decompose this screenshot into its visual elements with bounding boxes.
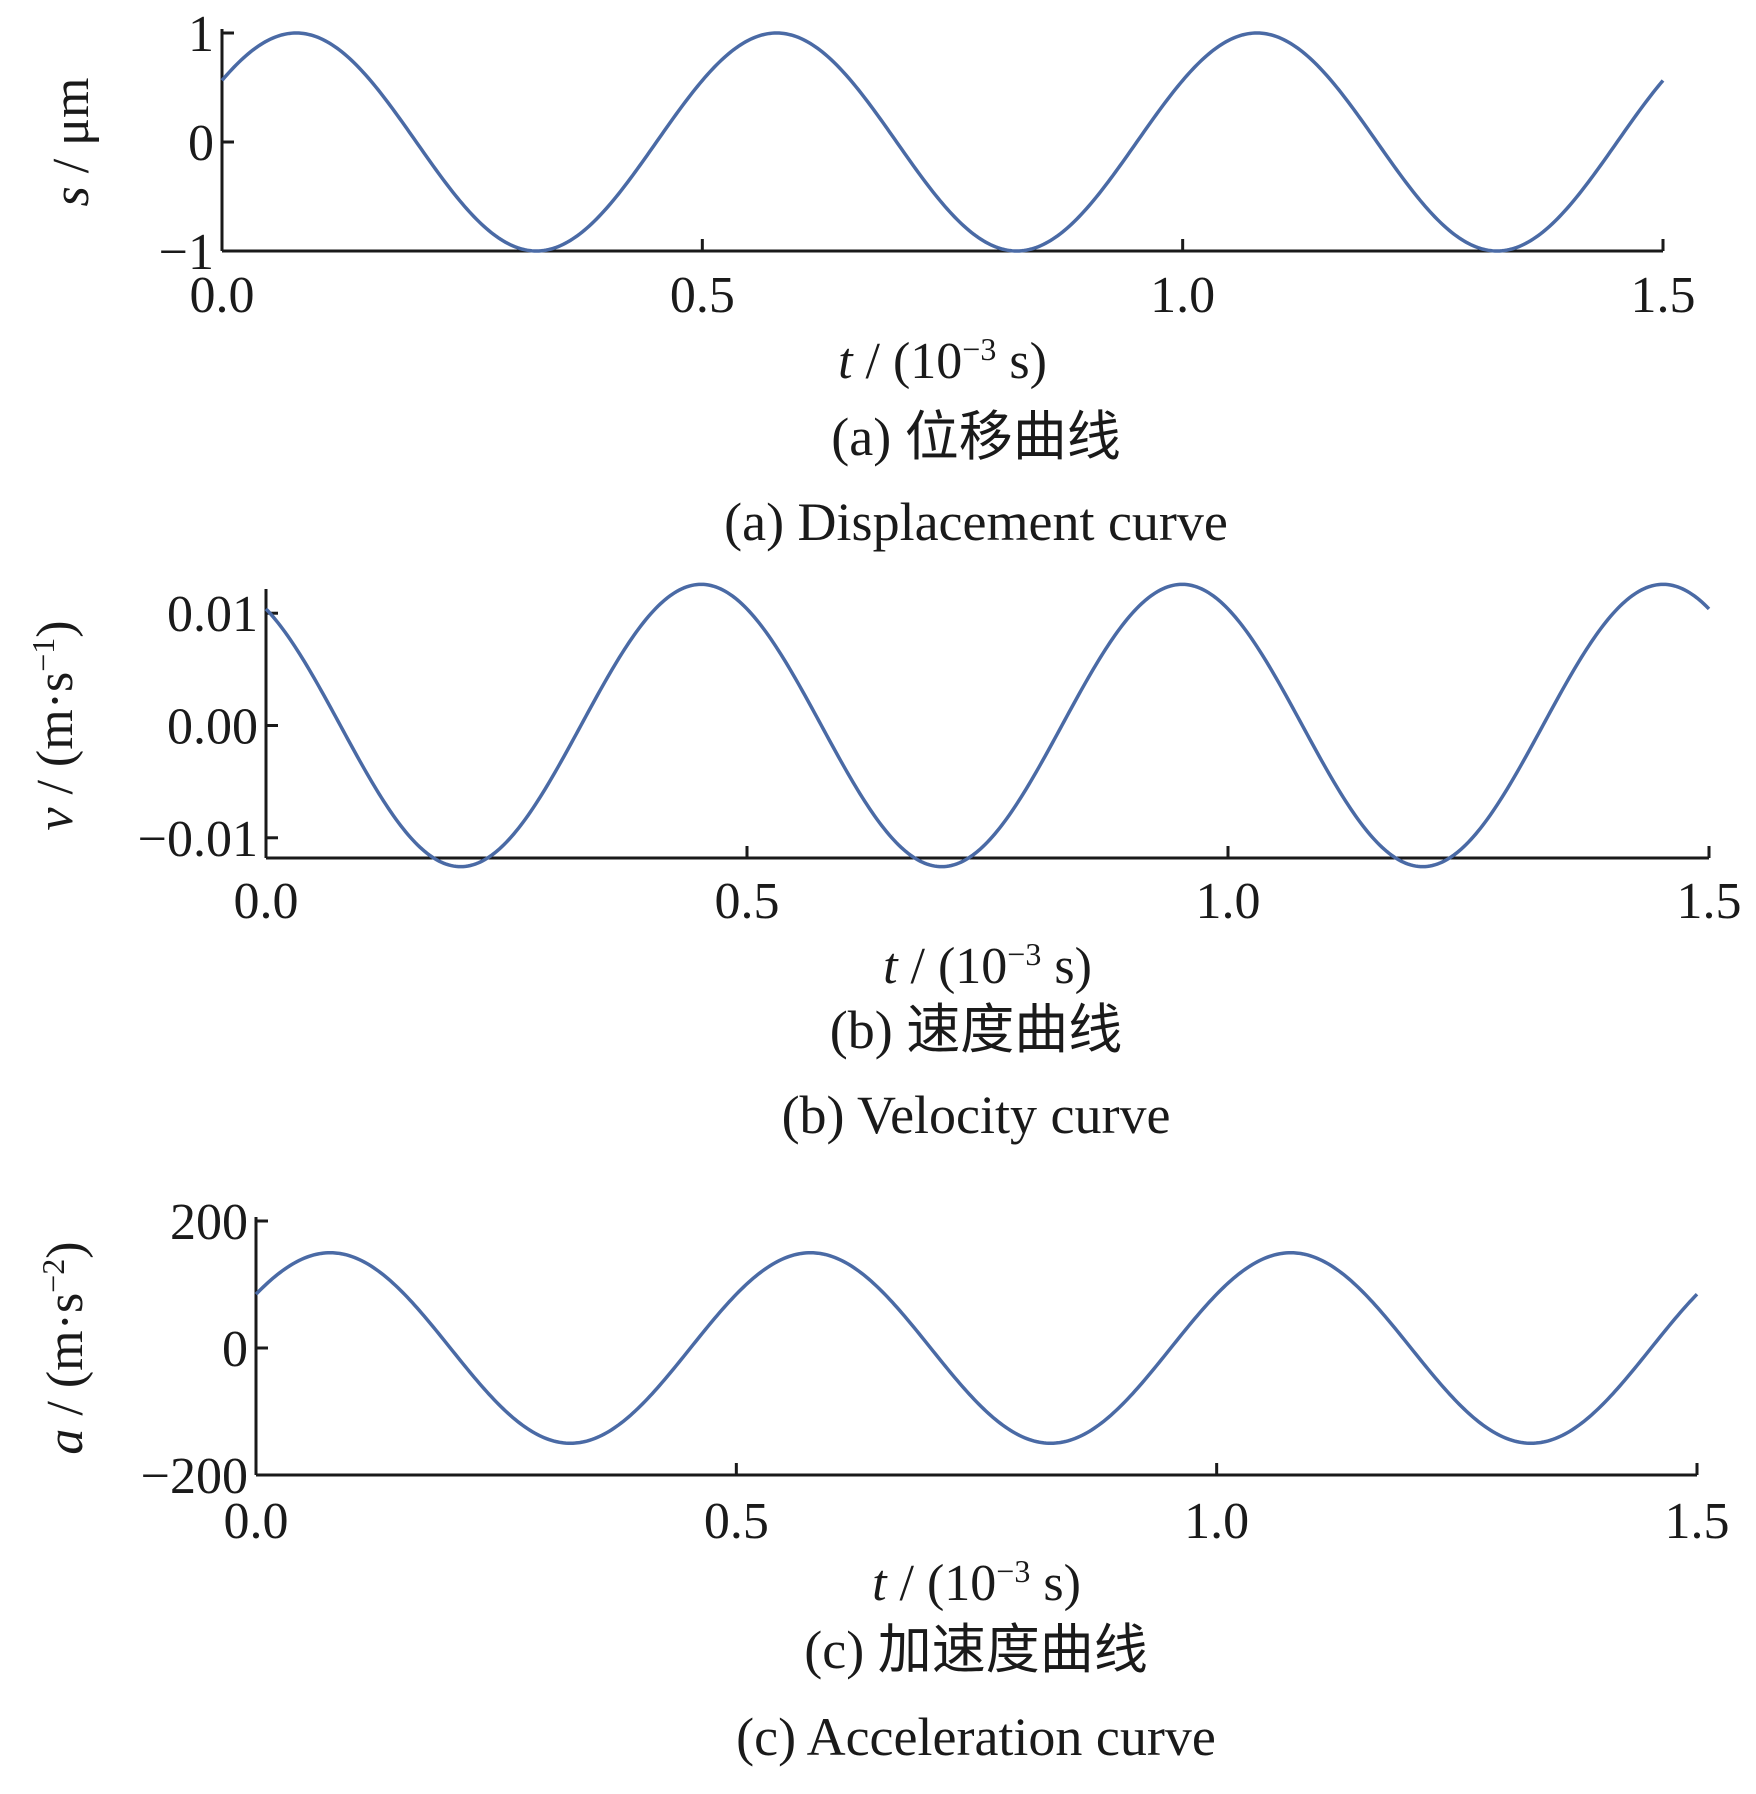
y-tick-label: 0.00 [167,699,258,756]
y-tick-label: 0 [222,1321,248,1378]
x-axis-title: t / (10−3 s) [872,1553,1081,1612]
y-axis-title-sup: −1 [25,638,61,672]
caption-cn: (b) 速度曲线 [830,1000,1122,1060]
series-line [220,31,1665,253]
x-tick-label: 1.0 [1150,267,1215,324]
x-tick-label: 0.5 [715,873,780,930]
x-axis-title-sup: −3 [962,331,996,367]
x-tick-label: 1.0 [1196,873,1261,930]
caption-cn: (c) 加速度曲线 [804,1620,1147,1680]
x-axis-title-sup: −3 [1007,936,1041,972]
x-axis-title-var: t [872,1555,888,1612]
x-axis-title-unit: / (10 [853,333,963,390]
y-axis-title-var: v [27,807,84,831]
y-axis-title-unit: / (m·s [27,672,84,808]
x-tick-label: 0.0 [234,873,299,930]
x-axis-title-var: t [883,938,899,995]
y-tick-label: −1 [159,224,214,281]
x-tick-label: 0.0 [190,267,255,324]
series-line [264,582,1711,869]
y-tick-label: 200 [170,1194,248,1251]
y-tick-label: 1 [188,6,214,63]
x-tick-label: 1.5 [1677,873,1742,930]
y-axis-title-sup: −2 [35,1259,71,1293]
x-axis-title-sup: −3 [996,1553,1030,1589]
x-tick-label: 1.0 [1184,1493,1249,1550]
x-axis-title-var: t [838,333,854,390]
x-axis-title-unit: / (10 [898,938,1008,995]
x-tick-label: 1.5 [1665,1493,1730,1550]
y-tick-label: −200 [141,1448,248,1505]
caption-en: (b) Velocity curve [782,1085,1171,1145]
y-axis-title: a / (m·s−2) [35,1241,94,1454]
y-tick-label: 0 [188,115,214,172]
y-tick-label: 0.01 [167,586,258,643]
caption-en: (c) Acceleration curve [736,1707,1216,1767]
caption-en: (a) Displacement curve [724,492,1228,552]
x-axis-title-unit-end: s) [1041,938,1092,995]
y-axis-title-unit: / (m·s [37,1293,94,1429]
x-axis-title-unit: / (10 [887,1555,997,1612]
y-axis-title-unit-end: ) [37,1241,94,1258]
x-tick-label: 1.5 [1631,267,1696,324]
x-axis-title: t / (10−3 s) [883,936,1092,995]
y-axis-title-var: s [43,186,100,206]
x-tick-label: 0.5 [670,267,735,324]
panel-acceleration: −200 0 200 0.0 0.5 1.0 1.5 t / (10−3 s) a / (m·s… [35,1194,1730,1767]
x-tick-label: 0.5 [704,1493,769,1550]
x-tick-label: 0.0 [224,1493,289,1550]
y-axis-title: s / μm [43,77,100,206]
y-axis-title: v / (m·s−1) [25,620,84,830]
caption-cn: (a) 位移曲线 [831,407,1120,467]
y-axis-title-unit: / μm [43,77,100,186]
x-axis-title-unit-end: s) [1030,1555,1081,1612]
y-axis-title-var: a [37,1429,94,1455]
panel-velocity: −0.01 0.00 0.01 0.0 0.5 1.0 1.5 t / (10−3 s) v /… [25,582,1742,1145]
x-axis-title: t / (10−3 s) [838,331,1047,390]
x-axis-title-unit-end: s) [996,333,1047,390]
panel-displacement: −1 0 1 0.0 0.5 1.0 1.5 t / (10−3 s) s / μm (a) 位移… [43,6,1696,552]
y-axis-title-unit-end: ) [27,620,84,637]
y-tick-label: −0.01 [138,811,258,868]
series-line [254,1250,1699,1446]
